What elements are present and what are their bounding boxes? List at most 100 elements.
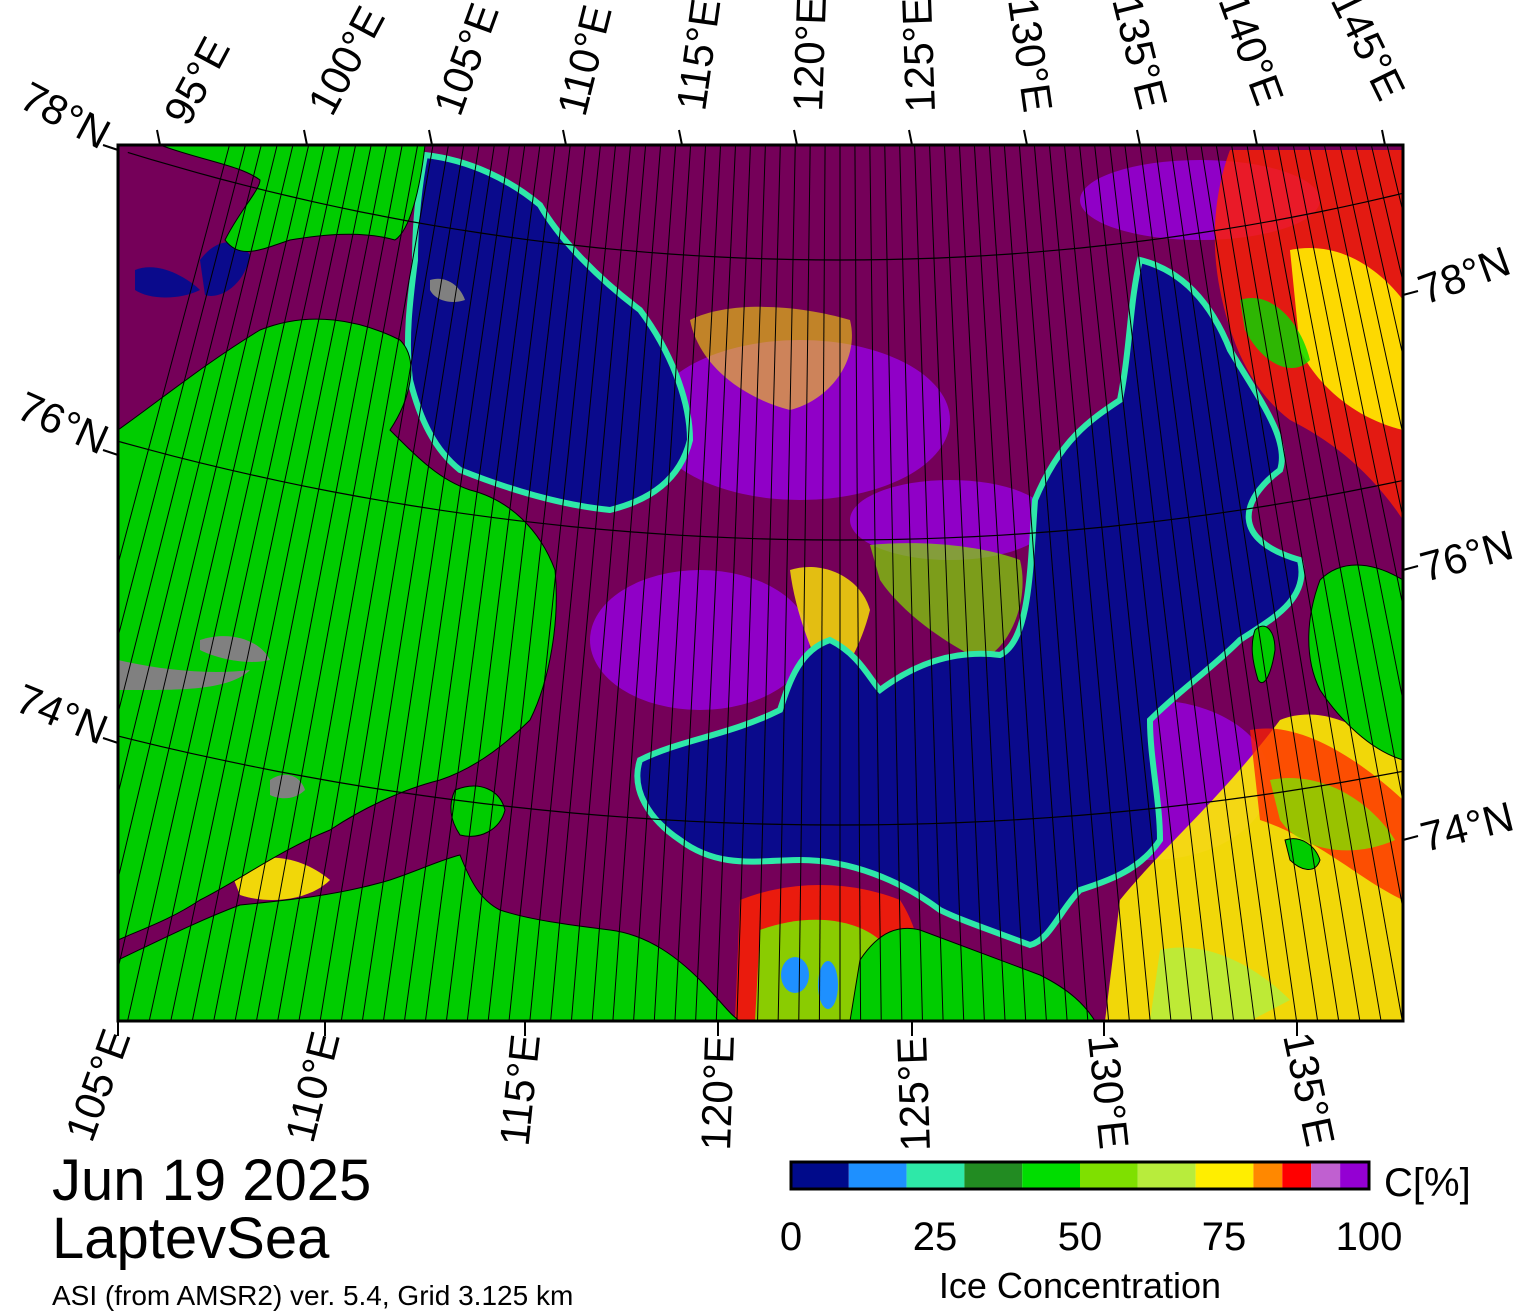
map-date: Jun 19 2025	[52, 1148, 372, 1213]
frame-tick	[678, 129, 683, 146]
graticule-line	[929, 145, 965, 1021]
right-lat-label: 76°N	[1415, 521, 1518, 591]
colorbar-cell	[791, 1162, 849, 1189]
graticule-line	[118, 145, 246, 639]
graticule-line	[1018, 145, 1089, 1021]
left-lat-label: 74°N	[10, 675, 115, 754]
graticule-line	[1370, 145, 1403, 285]
graticule-line	[1200, 145, 1340, 1021]
bottom-lon-label: 125°E	[888, 1036, 939, 1152]
top-lon-label: 125°E	[893, 0, 944, 113]
colorbar-tick: 100	[1336, 1215, 1403, 1259]
top-lon-label: 130°E	[999, 0, 1062, 115]
graticule-line	[1079, 145, 1172, 1021]
graticule-line	[234, 145, 403, 1021]
land-bolshoy-lyakhovsky	[1251, 625, 1276, 683]
top-lon-label: 145°E	[1322, 0, 1415, 107]
colorbar-cell	[1195, 1162, 1254, 1189]
graticule-line	[1246, 145, 1403, 1021]
right-lat-label: 74°N	[1416, 792, 1518, 860]
graticule-line	[127, 151, 1403, 261]
graticule-line	[1323, 145, 1403, 521]
bottom-lon-label: 115°E	[491, 1032, 549, 1148]
land-lena-delta	[849, 927, 1096, 1021]
graticule-line	[118, 145, 310, 971]
graticule-line	[1277, 145, 1403, 804]
colorbar-cell	[1311, 1162, 1341, 1189]
colorbar-cell	[1282, 1162, 1312, 1189]
graticule-line	[1109, 145, 1214, 1021]
top-lon-label: 140°E	[1210, 0, 1293, 111]
graticule-line	[508, 145, 601, 1021]
frame-tick	[102, 449, 119, 456]
graticule	[118, 0, 1525, 1039]
top-lon-label: 110°E	[548, 0, 621, 120]
top-lon-labels: 95°E 100°E 105°E 110°E 115°E 120°E 125°E…	[154, 0, 1414, 132]
colorbar-tick: 75	[1202, 1215, 1247, 1259]
frame-tick	[102, 737, 119, 744]
graticule-line	[466, 145, 571, 1021]
frame-tick	[562, 129, 567, 146]
graticule-line	[1406, 0, 1525, 1039]
graticule-line	[550, 145, 632, 1021]
graticule-line	[958, 145, 1006, 1021]
colorbar-unit: C[%]	[1384, 1161, 1471, 1205]
graticule-line	[382, 145, 511, 1021]
colorbar-cell	[1253, 1162, 1283, 1189]
bottom-lon-label: 105°E	[56, 1023, 139, 1147]
map-area	[118, 0, 1525, 1039]
land-severnaya-zemlya	[159, 145, 426, 253]
graticule-line	[445, 145, 556, 1021]
colorbar-tick: 0	[780, 1215, 802, 1259]
colorbar: C[%] 0 25 50 75 100 Ice Concentration	[780, 1160, 1471, 1306]
graticule-line	[777, 145, 796, 1021]
graticule-line	[340, 145, 480, 1021]
frame-tick	[428, 129, 433, 146]
graticule-line	[1003, 145, 1068, 1021]
graticule-line	[884, 145, 903, 1021]
right-lat-label: 78°N	[1412, 237, 1516, 313]
graticule-line	[487, 145, 586, 1021]
bottom-lon-label: 120°E	[692, 1035, 743, 1151]
graticule-line	[1339, 145, 1403, 437]
top-lon-label: 135°E	[1103, 0, 1176, 114]
land-ice	[118, 278, 465, 799]
colorbar-tick: 25	[913, 1215, 958, 1259]
frame-tick	[1402, 835, 1419, 841]
colorbar-cell	[1137, 1162, 1196, 1189]
frame-tick	[102, 144, 119, 151]
graticule-line	[1292, 145, 1403, 704]
graticule-line	[943, 145, 985, 1021]
graticule-line	[1231, 145, 1382, 1021]
graticule-line	[653, 145, 707, 1021]
polynya-west	[407, 155, 690, 510]
colorbar-cell	[906, 1162, 965, 1189]
colorbar-ticks: 0 25 50 75 100	[780, 1215, 1403, 1259]
graticule-line	[973, 145, 1027, 1021]
frame-ticks	[102, 129, 1419, 1036]
graticule-line	[1048, 145, 1130, 1021]
graticule-line	[118, 735, 1403, 826]
left-lat-labels: 78°N 76°N 74°N	[10, 72, 118, 753]
graticule-line	[361, 145, 495, 1021]
top-lon-label: 95°E	[154, 29, 238, 132]
graticule-line	[127, 145, 325, 1021]
graticule-line	[715, 145, 751, 1021]
graticule-line	[1215, 145, 1361, 1021]
frame-tick	[1402, 290, 1419, 296]
graticule-line	[118, 145, 230, 567]
polynya-south	[637, 260, 1302, 945]
bottom-lon-label: 130°E	[1079, 1032, 1138, 1151]
graticule-line	[277, 145, 434, 1021]
graticule-line	[118, 440, 1403, 541]
graticule-line	[529, 145, 617, 1021]
colorbar-title: Ice Concentration	[939, 1265, 1221, 1306]
graticule-line	[319, 145, 465, 1021]
frame-tick	[793, 129, 798, 146]
graticule-line	[213, 145, 388, 1021]
frame-tick	[1381, 129, 1386, 146]
graticule-line	[854, 145, 862, 1021]
graticule-line	[695, 145, 737, 1021]
frame-tick	[303, 129, 308, 146]
